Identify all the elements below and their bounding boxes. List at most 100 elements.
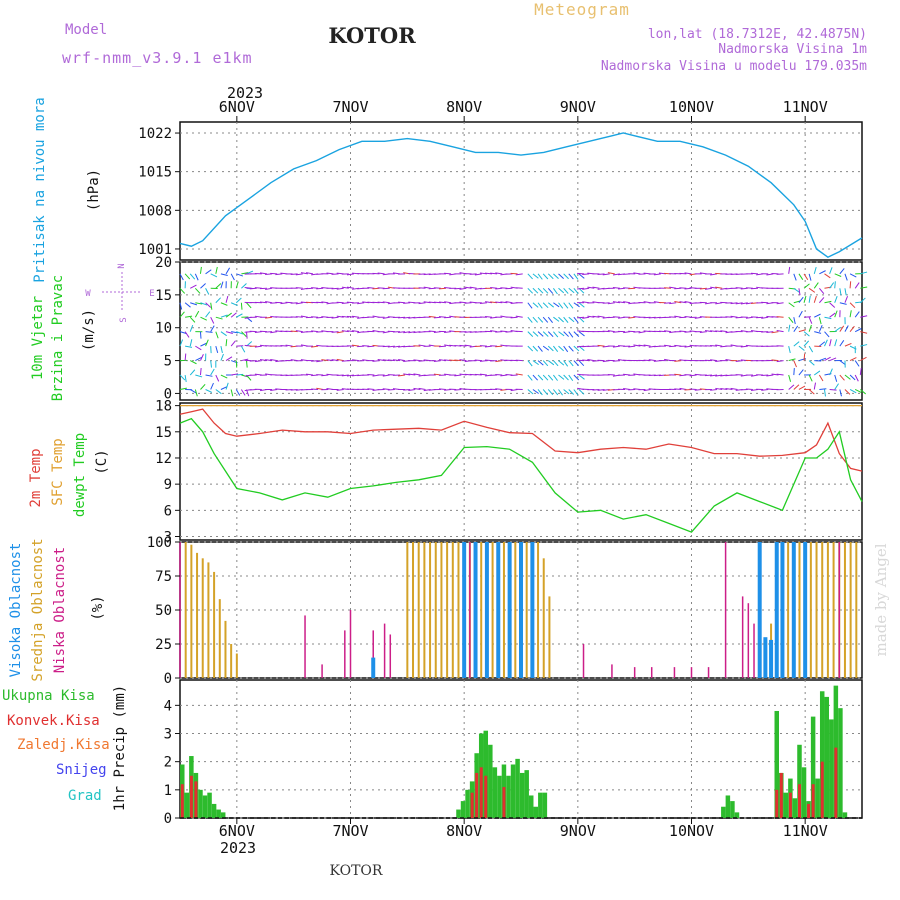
wind-arrow [408,373,416,376]
wind-arrow [321,374,329,377]
wind-arrow [220,374,228,379]
wind-arrow [679,330,687,333]
wind-arrow [403,302,411,304]
wind-arrow [819,270,826,275]
precip-total-bar [497,775,502,818]
wind-arrow [408,388,416,392]
wind-arrow [249,360,257,362]
wind-arrow [200,354,204,361]
precip-tick-label: 3 [164,727,172,743]
wind-arrow [479,373,487,376]
wind-arrow [553,273,559,279]
wind-arrow [547,316,553,324]
wind-arrow [280,345,288,347]
precip-total-bar [725,795,731,818]
wind-arrow [241,358,249,362]
wind-arrow [715,286,723,289]
cloud-mid-bar [798,542,801,678]
wind-arrow [834,383,839,390]
wind-arrow [788,316,794,323]
product-title: Meteogram [534,0,630,19]
wind-arrow [798,296,804,304]
wind-arrow [326,359,334,362]
data-layer [179,132,868,819]
wind-arrow [199,331,202,339]
wind-arrow [824,339,828,347]
wind-arrow [236,273,244,277]
wind-arrow [542,331,549,337]
wind-arrow [474,359,482,362]
cloud-tick-label: 25 [155,637,172,653]
wind-arrow [225,356,233,361]
wind-arrow [669,286,677,289]
wind-arrow [740,287,748,290]
wind-arrow [674,301,682,304]
wind-arrow [808,295,811,303]
wind-arrow [854,311,860,318]
wind-arrow [241,283,247,289]
wind-arrow [184,273,191,280]
wind-arrow [205,288,210,295]
wind-arrow [854,328,862,333]
wind-arrow [829,267,833,275]
wind-arrow [220,386,228,390]
wind-arrow [408,331,416,334]
wind-arrow [311,330,319,333]
precip-total-bar [824,696,830,818]
wind-arrow [295,330,303,333]
wind-arrow [793,325,799,332]
wind-arrow [834,339,838,347]
cloud-low-bar [611,664,613,678]
wind-arrow [612,273,620,276]
wind-arrow [547,389,554,396]
wind-arrow [587,358,595,362]
wind-arrow [454,374,462,377]
wind-arrow [459,287,467,290]
wind-arrow [573,287,579,295]
cloud-low-bar [724,542,727,678]
wind-arrow [573,374,580,381]
wind-arrow [720,388,728,390]
wind-arrow [474,373,482,376]
wind-arrow [638,331,646,334]
wind-arrow [387,388,395,391]
wind-arrow [495,360,503,363]
wind-arrow [259,301,268,304]
cloud-title-1: Visoka Oblacnost [8,543,24,678]
cloud-mid-bar [821,542,824,678]
wind-arrow [664,330,672,333]
wind-arrow [205,269,212,275]
wind-arrow [428,330,436,333]
wind-arrow [179,339,184,347]
wind-arrow [236,331,244,335]
wind-arrow [336,331,344,334]
wind-arrow [578,389,585,395]
wind-arrow [582,287,590,290]
cloud-mid-bar [815,542,818,678]
wind-arrow [679,287,687,289]
wind-arrow [367,286,375,289]
wind-arrow [803,353,806,361]
wind-arrow [849,357,857,362]
wind-arrow [454,287,462,290]
wind-arrow [316,287,324,290]
wind-arrow [829,388,837,391]
wind-arrow [527,273,533,280]
wind-arrow [793,273,797,281]
legend-snow: Snijeg [56,762,107,778]
wind-arrow [398,301,406,304]
year-top: 2023 [227,84,263,102]
wind-arrow [859,389,867,395]
wind-arrow [854,389,862,394]
wind-arrow [860,331,868,334]
pressure-panel [179,121,863,261]
wind-arrow [194,273,199,281]
wind-arrow [771,359,779,362]
precip-total-bar [211,803,217,818]
wind-arrow [776,360,784,363]
wind-arrow [553,389,559,396]
wind-arrow [231,331,239,334]
wind-arrow [808,324,812,332]
wind-arrow [352,330,360,333]
wind-arrow [336,315,344,318]
